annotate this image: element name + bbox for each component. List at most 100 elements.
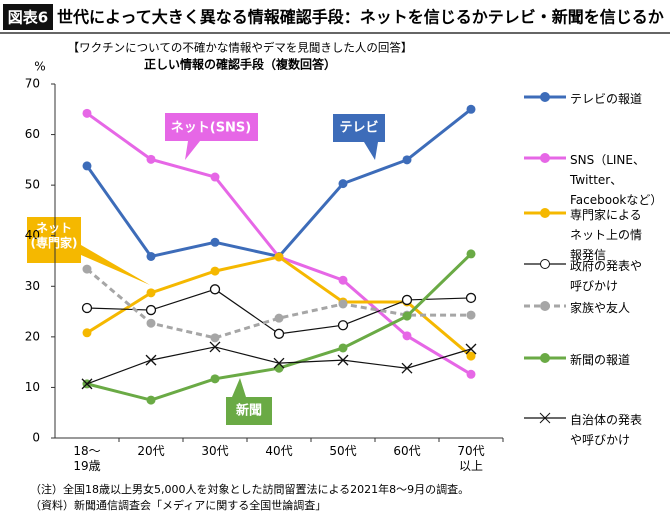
callout-text: 新聞 [236, 403, 262, 419]
marker [210, 237, 220, 247]
legend-marker [540, 153, 550, 163]
x-tick-label: 60代 [393, 444, 421, 458]
marker-stroke [81, 378, 93, 390]
marker [540, 259, 550, 269]
legend-label: SNS（LINE、 Twitter、 Facebookなど） [570, 153, 663, 207]
legend-marker [540, 301, 550, 311]
marker [210, 172, 220, 182]
marker [540, 153, 550, 163]
series-line [86, 252, 473, 402]
marker [401, 362, 413, 374]
marker [401, 294, 413, 306]
marker [402, 331, 412, 341]
title: 世代によって大きく異なる情報確認手段：ネットを信じるかテレビ・新聞を信じるか [57, 8, 664, 27]
marker [210, 333, 220, 343]
marker [465, 292, 477, 304]
legend-label: 新聞の報道 [570, 353, 631, 367]
marker [146, 251, 156, 261]
marker [540, 208, 550, 218]
x-tick-label: 30代 [201, 444, 229, 458]
marker [81, 302, 93, 314]
y-tick-label: 0 [32, 431, 40, 445]
callout-text: テレビ [339, 120, 378, 136]
marker [466, 249, 476, 259]
y-tick-label: 20 [25, 329, 40, 343]
marker-stroke [145, 354, 157, 366]
note: （資料）新聞通信調査会「メディアに関する全国世論調査」 [30, 499, 327, 512]
marker [338, 343, 348, 353]
marker [338, 179, 348, 189]
marker [82, 264, 92, 274]
marker [466, 104, 476, 114]
x-tick-label: 20代 [137, 444, 165, 458]
marker [145, 354, 157, 366]
marker [465, 343, 477, 355]
x-tick-label: 40代 [265, 444, 293, 458]
legend-marker [540, 259, 550, 269]
legend-marker [540, 92, 550, 102]
marker [82, 108, 92, 118]
marker [273, 357, 285, 369]
legend-marker [540, 208, 550, 218]
series-line [85, 108, 472, 259]
marker [209, 341, 221, 353]
marker [540, 353, 550, 363]
y-tick-label: 30 [25, 279, 40, 293]
x-tick-label: 50代 [329, 444, 357, 458]
legend-label: 専門家による ネット上の情 報発信 [570, 208, 643, 262]
marker [82, 161, 92, 171]
callout [165, 113, 258, 160]
marker [146, 288, 156, 298]
marker [82, 328, 92, 338]
legend-marker [540, 353, 550, 363]
marker-stroke [337, 354, 349, 366]
marker [337, 354, 349, 366]
marker [274, 363, 284, 373]
callout [27, 217, 150, 285]
marker [81, 378, 93, 390]
marker-stroke [465, 343, 477, 355]
y-tick-label: 10 [25, 380, 40, 394]
y-tick-label: 50 [25, 178, 40, 192]
label-box [3, 4, 53, 30]
marker [145, 304, 157, 316]
legend-label: 家族や友人 [570, 301, 631, 315]
legend-label: 政府の発表や 呼びかけ [570, 259, 643, 293]
y-tick-label: 70 [25, 77, 40, 91]
marker [466, 310, 476, 320]
marker [338, 299, 348, 309]
marker [540, 92, 550, 102]
callout-text: ネット (専門家) [30, 221, 78, 250]
marker [210, 374, 220, 384]
marker [210, 266, 220, 276]
marker [402, 155, 412, 165]
callout-text: ネット(SNS) [171, 121, 252, 136]
subtitle: 【ワクチンについての不確かな情報やデマを見聞きした人の回答】 [68, 41, 413, 55]
marker [402, 311, 412, 321]
marker [273, 328, 285, 339]
marker-stroke [401, 362, 413, 374]
y-tick-label: 40 [25, 228, 40, 242]
callout [226, 378, 272, 425]
marker [338, 275, 348, 285]
x-tick-label: 70代 以上 [457, 444, 485, 473]
legend-label: 自治体の発表 や呼びかけ [570, 413, 643, 447]
marker-stroke [539, 412, 551, 424]
legend-label: テレビの報道 [570, 92, 643, 106]
callout [333, 114, 385, 160]
marker-stroke [209, 341, 221, 353]
marker [209, 284, 221, 295]
marker [274, 313, 284, 323]
marker [466, 369, 476, 379]
subtitle: 正しい情報の確認手段（複数回答） [144, 57, 336, 72]
figure-label: 図表6 [8, 9, 48, 27]
y-axis-unit: % [34, 60, 45, 74]
note: （注）全国18歳以上男女5,000人を対象とした訪問留置法による2021年8～9… [30, 483, 470, 496]
series-line [86, 267, 471, 340]
y-tick-label: 60 [25, 127, 40, 141]
legend-marker [539, 412, 551, 424]
marker [466, 351, 476, 361]
marker [540, 301, 550, 311]
